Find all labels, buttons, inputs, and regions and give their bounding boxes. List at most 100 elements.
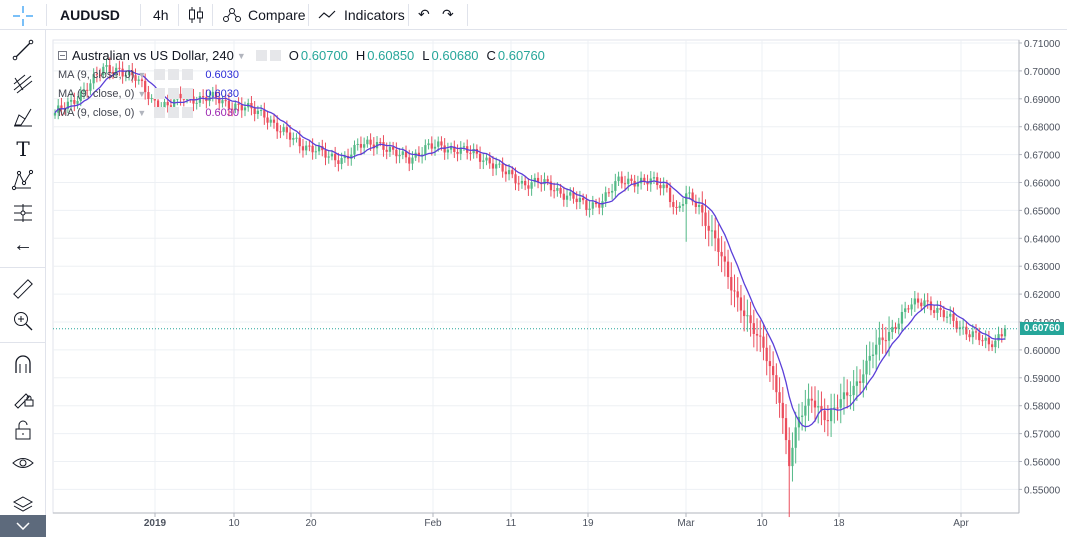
collapse-toolbar-button[interactable]	[0, 515, 46, 537]
candle-body	[617, 176, 620, 182]
ruler-icon[interactable]	[11, 277, 35, 301]
candle-body	[639, 177, 643, 184]
x-tick-label: 10	[756, 518, 768, 529]
candle-body	[701, 205, 704, 213]
unlock-icon[interactable]	[11, 418, 35, 442]
candle-body	[221, 100, 224, 104]
candle-body	[559, 188, 562, 194]
candle-body	[871, 354, 875, 356]
study-row[interactable]: MA (9, close, 0) ▼ 0.6030	[58, 65, 545, 84]
candle-body	[115, 67, 118, 74]
settings-icon[interactable]	[168, 69, 180, 80]
candle-body	[755, 333, 759, 336]
trend-line-icon[interactable]	[11, 38, 35, 62]
candle-body	[733, 290, 736, 292]
candle-body	[543, 179, 546, 185]
pattern-icon[interactable]	[11, 168, 35, 192]
candle-body	[594, 202, 598, 205]
candle-body	[582, 197, 585, 201]
candle-body	[685, 193, 688, 205]
caret-down-icon[interactable]: ▼	[137, 69, 147, 80]
eye-toggle-icon[interactable]	[154, 88, 166, 99]
caret-down-icon[interactable]: ▼	[236, 50, 246, 61]
candle-body	[524, 180, 527, 186]
candle-body	[730, 277, 733, 291]
candle-body	[350, 154, 353, 159]
eye-toggle-icon[interactable]	[154, 107, 166, 118]
study-label: MA (9, close, 0)	[58, 106, 135, 119]
brush-icon[interactable]	[11, 105, 35, 129]
price-chart[interactable]: 0.71000 0.70000 0.69000 0.68000 0.67000 0.660…	[47, 30, 1067, 537]
redo-icon[interactable]: ↷	[442, 6, 454, 22]
collapse-legend-icon[interactable]	[58, 51, 67, 60]
candle-body	[688, 192, 691, 194]
zoom-in-icon[interactable]	[11, 309, 35, 333]
x-tick-label: 11	[506, 518, 517, 529]
candle-body	[578, 197, 582, 203]
prediction-icon[interactable]	[11, 201, 35, 225]
caret-down-icon[interactable]: ▼	[137, 88, 147, 99]
settings-icon[interactable]	[168, 107, 180, 118]
candles-icon[interactable]	[188, 0, 204, 29]
candle-body	[392, 146, 395, 150]
study-value: 0.6030	[205, 87, 239, 100]
interval-button[interactable]: 4h	[153, 6, 169, 23]
close-icon[interactable]	[182, 107, 194, 118]
candle-body	[1003, 328, 1007, 337]
candle-body	[884, 340, 887, 342]
close-icon[interactable]	[182, 69, 194, 80]
text-tool-icon[interactable]: T	[16, 137, 30, 161]
candle-body	[230, 108, 234, 110]
candle-body	[681, 204, 685, 206]
candle-body	[987, 337, 991, 345]
candle-body	[507, 170, 511, 175]
candle-body	[253, 108, 256, 114]
candle-body	[607, 192, 611, 194]
candle-body	[98, 74, 102, 76]
candle-body	[408, 157, 411, 164]
candle-body	[95, 74, 98, 76]
settings-icon[interactable]	[168, 88, 180, 99]
eye-toggle-icon[interactable]	[154, 69, 166, 80]
chart-pane[interactable]: 0.71000 0.70000 0.69000 0.68000 0.67000 0.660…	[47, 30, 1067, 537]
pitchfork-icon[interactable]	[11, 72, 35, 96]
indicators-button[interactable]: Indicators	[318, 0, 405, 29]
high-value: 0.60850	[367, 48, 415, 63]
candle-body	[800, 415, 804, 417]
lock-drawing-icon[interactable]	[11, 385, 35, 409]
eye-toggle-icon[interactable]	[255, 50, 267, 61]
close-icon[interactable]	[182, 88, 194, 99]
candle-body	[102, 66, 105, 75]
compare-button[interactable]: Compare	[222, 0, 306, 29]
candle-body	[784, 418, 788, 441]
layers-icon[interactable]	[11, 493, 35, 517]
study-row[interactable]: MA (9, close, 0) ▼ 0.6030	[58, 103, 545, 122]
settings-icon[interactable]	[269, 50, 281, 61]
magnet-icon[interactable]	[11, 353, 35, 377]
candle-body	[714, 230, 717, 239]
undo-icon[interactable]: ↶	[418, 6, 430, 22]
candle-body	[678, 205, 681, 209]
candle-body	[292, 138, 295, 140]
candle-body	[572, 192, 575, 199]
arrow-back-icon[interactable]: ←	[13, 233, 33, 256]
symbol-search-button[interactable]: AUDUSD	[60, 6, 120, 23]
caret-down-icon[interactable]: ▼	[137, 107, 147, 118]
candle-body	[598, 204, 601, 208]
candle-body	[913, 298, 916, 305]
candle-body	[916, 298, 920, 303]
x-tick-label: 19	[582, 518, 594, 529]
candle-body	[124, 75, 127, 77]
candle-body	[127, 70, 131, 76]
candle-body	[846, 392, 849, 396]
candle-body	[76, 100, 79, 104]
candle-body	[826, 420, 830, 422]
candle-body	[131, 70, 134, 76]
candle-body	[1000, 334, 1003, 337]
candle-body	[337, 160, 340, 164]
eye-icon[interactable]	[11, 451, 35, 475]
crosshair-icon[interactable]	[12, 5, 34, 27]
study-row[interactable]: MA (9, close, 0) ▼ 0.6030	[58, 84, 545, 103]
chevron-down-icon	[16, 522, 30, 530]
candle-body	[495, 164, 498, 169]
